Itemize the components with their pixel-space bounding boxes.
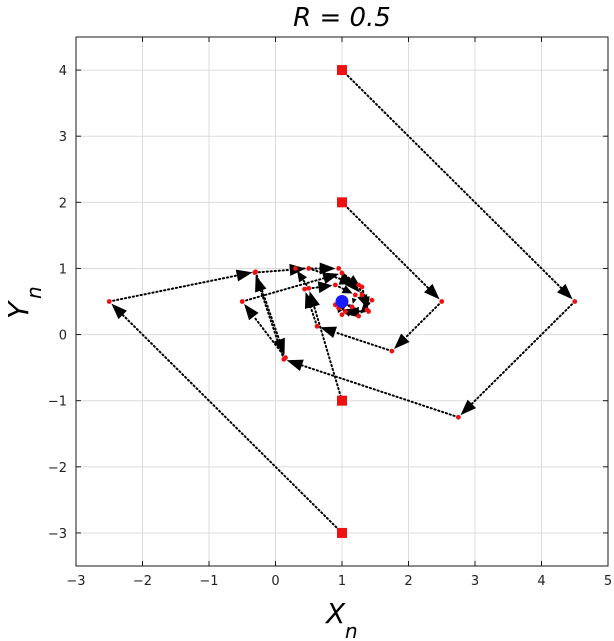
x-tick-label: −1 [199,574,218,589]
iterate-point [106,299,112,304]
y-axis-label-subscript: n [22,286,46,299]
iterate-point [332,282,338,288]
trajectory-segment [337,267,351,282]
iterate-point [389,348,395,354]
iterate-point [342,309,348,314]
y-tick-label: 3 [59,130,67,145]
iterate-point [455,414,461,420]
iterate-point [439,299,445,304]
iterate-point [356,313,362,319]
iterate-point [339,312,345,318]
trajectory-segment [108,274,238,303]
y-tick-label: 0 [59,329,67,344]
arrowhead [111,303,127,320]
y-tick-label: 2 [59,196,67,211]
arrowhead [351,297,357,304]
arrowhead [344,276,360,293]
trajectory-segment [404,300,443,339]
y-axis-label-main: Y [2,300,35,319]
start-point-marker [337,197,347,208]
y-tick-label: −3 [48,527,67,542]
trajectory-segment [309,306,319,328]
iterate-point [366,309,371,314]
iterate-point [239,299,245,304]
iterate-point [359,284,365,290]
x-axis-label: X n [324,597,358,641]
iterate-point [336,266,342,271]
iterate-point [339,270,345,276]
arrowhead [319,262,336,275]
iterate-point [306,266,312,271]
iterate-point [253,269,258,275]
x-axis-ticks: −3 −2 −1 0 1 2 3 4 5 [66,37,612,589]
arrowhead [244,303,259,321]
x-tick-label: 0 [271,574,279,589]
iterate-point [314,323,320,329]
trajectory-segment [252,315,287,359]
x-tick-label: 4 [537,574,545,589]
iterate-point [349,304,355,310]
arrowhead [289,263,306,276]
arrowhead [235,269,253,282]
iterate-point [572,299,578,304]
iterate-point [306,285,312,291]
arrowhead [319,326,337,338]
x-tick-label: −3 [66,574,85,589]
y-tick-label: −1 [48,395,67,410]
arrowhead [308,291,320,309]
y-axis-label: Y n [2,286,46,319]
trajectory-segment [341,201,430,290]
trajectory-segment [470,300,576,405]
iterate-point [302,286,307,292]
trajectory-segment [341,69,563,290]
x-axis-label-main: X [324,597,346,630]
trajectory-segment [254,270,281,341]
trajectory-segment [253,268,291,274]
trajectory-segment [303,286,320,291]
iterate-point [359,292,365,298]
arrowhead [394,333,410,349]
arrowhead [322,272,340,285]
start-point-marker [337,65,347,76]
y-axis-ticks: −3 −2 −1 0 1 2 3 4 [48,64,608,542]
trajectory-segment [334,331,393,353]
x-tick-label: 1 [338,574,346,589]
arrowhead [424,283,440,300]
x-tick-label: −2 [133,574,152,589]
x-tick-label: 3 [471,574,479,589]
y-tick-label: −2 [48,461,67,476]
iterate-point [369,297,375,303]
arrowhead [460,399,477,416]
iterate-point [352,292,358,298]
trajectory-segment [121,313,343,534]
x-tick-label: 5 [604,574,612,589]
start-point-marker [337,527,347,538]
x-tick-label: 2 [404,574,412,589]
arrowhead [557,283,573,300]
arrowhead [273,337,285,355]
trajectory-segment [241,277,325,303]
iterate-point [293,266,298,271]
arrowhead [359,296,370,309]
chart-title: R = 0.5 [293,3,391,33]
start-point-marker [337,395,347,406]
arrowhead [286,359,304,372]
arrowhead [341,285,353,294]
fixed-point-marker [335,295,349,308]
arrowhead [297,270,308,283]
trajectory-segment [300,364,460,419]
x-axis-label-subscript: n [345,619,358,641]
y-tick-label: 1 [59,262,67,277]
arrowhead [317,281,333,294]
iterate-point [283,355,288,361]
trajectory-segment [313,305,343,402]
trajectory-markers [106,65,578,538]
y-tick-label: 4 [59,64,67,79]
arrowhead [347,274,360,286]
arrowhead [348,306,359,317]
